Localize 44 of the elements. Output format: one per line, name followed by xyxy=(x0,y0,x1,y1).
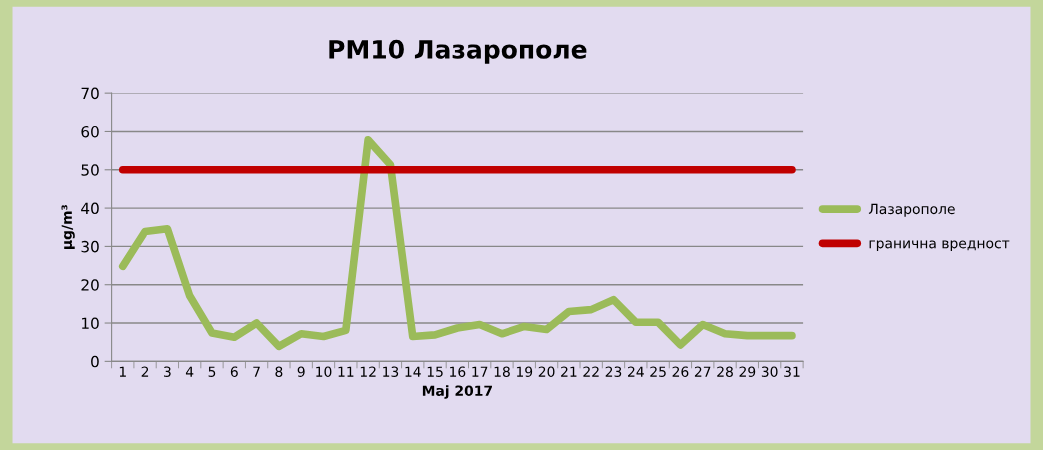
y-tick-label: 60 xyxy=(81,125,99,138)
y-tick-label: 30 xyxy=(81,240,99,253)
x-tick-label: 10 xyxy=(316,366,332,377)
x-tick-label: 7 xyxy=(253,366,260,377)
x-tick-label: 31 xyxy=(784,366,800,377)
x-tick-label: 19 xyxy=(516,366,533,377)
x-tick-label: 24 xyxy=(627,366,644,377)
legend-label: Лазарополе xyxy=(868,203,955,217)
x-tick-label: 18 xyxy=(494,366,510,377)
x-tick-label: 12 xyxy=(360,366,376,377)
x-tick-label: 20 xyxy=(538,366,555,377)
x-tick-label: 2 xyxy=(141,366,149,377)
y-tick-label: 10 xyxy=(82,317,99,330)
x-tick-label: 26 xyxy=(672,366,689,377)
y-tick-label: 40 xyxy=(81,202,99,215)
x-tick-label: 27 xyxy=(694,366,711,377)
x-tick-label: 28 xyxy=(717,366,733,377)
x-tick-label: 23 xyxy=(605,366,622,377)
y-axis-title: μg/m³ xyxy=(61,205,75,249)
legend-label: гранична вредност xyxy=(869,240,1010,252)
y-tick-label: 70 xyxy=(81,87,99,100)
x-tick-label: 4 xyxy=(185,366,194,377)
x-axis-title: Мај 2017 xyxy=(422,385,492,399)
x-tick-label: 5 xyxy=(208,366,216,377)
x-tick-label: 1 xyxy=(119,366,126,377)
x-tick-label: 30 xyxy=(761,366,778,377)
x-tick-label: 29 xyxy=(739,366,756,377)
x-tick-label: 15 xyxy=(427,366,443,377)
x-tick-label: 11 xyxy=(338,366,354,377)
x-tick-label: 17 xyxy=(472,366,488,377)
x-tick-label: 16 xyxy=(450,366,466,377)
x-tick-label: 8 xyxy=(275,366,283,377)
x-tick-label: 22 xyxy=(583,366,599,377)
x-tick-label: 21 xyxy=(561,366,577,377)
x-tick-label: 25 xyxy=(650,366,666,377)
x-tick-label: 9 xyxy=(297,366,305,377)
chart-title: PM10 Лазарополе xyxy=(329,39,587,64)
y-tick-label: 20 xyxy=(81,279,99,291)
x-tick-label: 6 xyxy=(230,366,238,377)
y-tick-label: 50 xyxy=(81,164,99,176)
x-tick-label: 3 xyxy=(164,366,171,377)
x-tick-label: 14 xyxy=(405,366,421,377)
y-tick-label: 0 xyxy=(91,355,99,368)
x-tick-label: 13 xyxy=(383,366,399,377)
